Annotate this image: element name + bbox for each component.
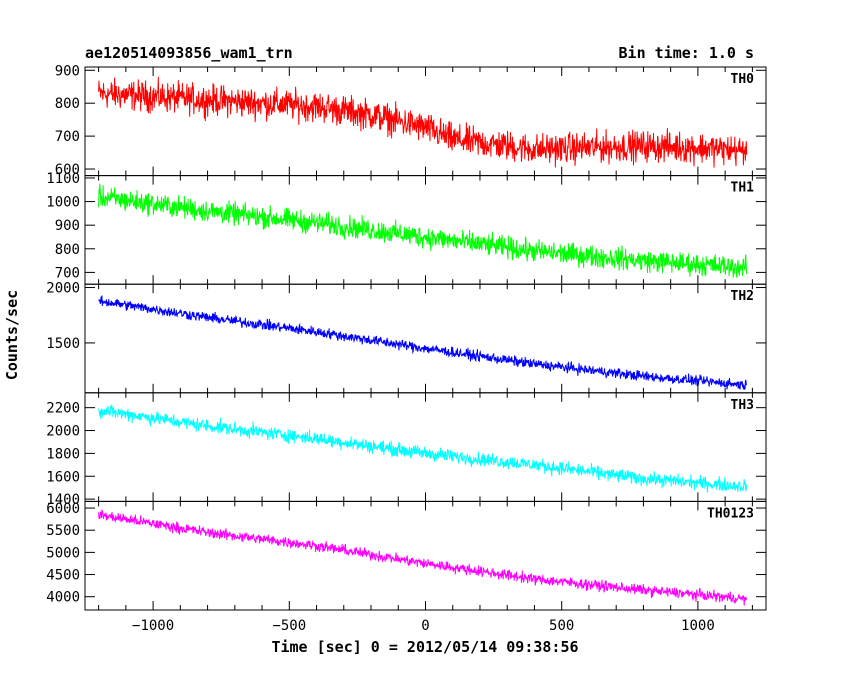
series-th0 xyxy=(98,76,748,168)
panel-frame-th2 xyxy=(84,283,767,394)
panel-label-th0123: TH0123 xyxy=(707,506,754,521)
x-tick-label: −1000 xyxy=(132,618,174,634)
y-axis-label: Counts/sec xyxy=(3,289,21,381)
bin-time-label: Bin time: 1.0 s xyxy=(618,44,754,62)
x-tick-label: 500 xyxy=(549,618,574,634)
panel-label-th0: TH0 xyxy=(731,72,755,87)
x-tick-label: 0 xyxy=(421,618,429,634)
series-th3 xyxy=(98,404,748,493)
chart-title: ae120514093856_wam1_trn xyxy=(85,44,293,62)
series-th2 xyxy=(98,295,748,390)
y-tick-label: 700 xyxy=(55,265,80,281)
y-tick-label: 4500 xyxy=(46,568,80,584)
y-tick-label: 2000 xyxy=(46,424,80,440)
y-tick-label: 1500 xyxy=(46,336,80,352)
series-th0123 xyxy=(98,509,748,606)
y-tick-label: 1000 xyxy=(46,195,80,211)
y-tick-label: 6000 xyxy=(46,501,80,517)
x-tick-label: −500 xyxy=(272,618,306,634)
y-tick-label: 1600 xyxy=(46,469,80,485)
series-th1 xyxy=(98,183,748,278)
y-tick-label: 700 xyxy=(55,129,80,145)
y-tick-label: 5500 xyxy=(46,523,80,539)
panel-label-th3: TH3 xyxy=(731,398,754,413)
y-tick-label: 2200 xyxy=(46,401,80,417)
panel-frame-th1 xyxy=(84,175,767,285)
y-tick-label: 1100 xyxy=(46,171,80,187)
y-tick-label: 1400 xyxy=(46,492,80,508)
y-tick-label: 1800 xyxy=(46,446,80,462)
y-tick-label: 4000 xyxy=(46,590,80,606)
y-tick-label: 900 xyxy=(55,218,80,234)
y-tick-label: 800 xyxy=(55,96,80,112)
y-tick-label: 800 xyxy=(55,242,80,258)
y-tick-label: 600 xyxy=(55,162,80,178)
y-tick-label: 900 xyxy=(55,63,80,79)
y-tick-label: 2000 xyxy=(46,281,80,297)
y-tick-label: 5000 xyxy=(46,545,80,561)
x-axis-label: Time [sec] 0 = 2012/05/14 09:38:56 xyxy=(271,638,579,656)
panel-frame-th0123 xyxy=(84,500,767,611)
x-tick-label: 1000 xyxy=(681,618,715,634)
panel-label-th2: TH2 xyxy=(731,289,754,304)
panel-label-th1: TH1 xyxy=(731,181,755,196)
